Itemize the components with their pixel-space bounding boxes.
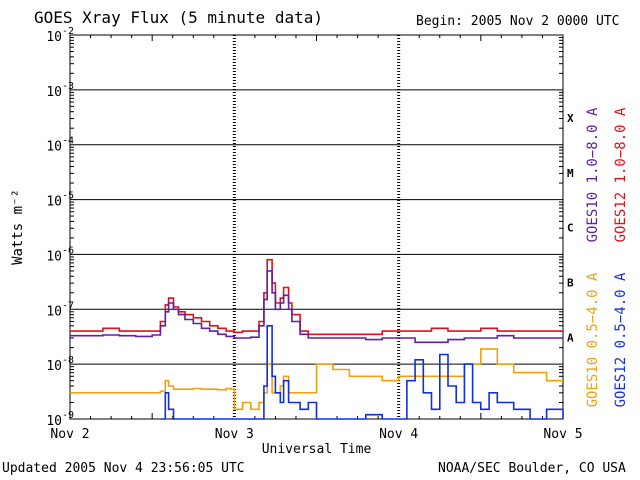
legend-entry: GOES12 1.0−8.0 A xyxy=(613,107,629,242)
y-tick-label: 10 xyxy=(46,195,62,210)
x-tick-label: Nov 2 xyxy=(50,427,89,442)
x-tick-label: Nov 5 xyxy=(543,427,582,442)
series-line xyxy=(70,258,563,336)
y-tick-label: 10 xyxy=(46,304,62,319)
updated-timestamp: Updated 2005 Nov 4 23:56:05 UTC xyxy=(2,461,245,476)
y-tick-exponent: -9 xyxy=(62,410,74,421)
series-line xyxy=(160,325,564,420)
flare-class-label: M xyxy=(567,167,574,180)
legend-entry: GOES12 0.5−4.0 A xyxy=(613,272,629,407)
y-tick-label: 10 xyxy=(46,359,62,374)
flare-class-label: X xyxy=(567,112,574,125)
y-tick-exponent: -6 xyxy=(62,245,74,256)
legend-entry: GOES10 0.5−4.0 A xyxy=(585,272,601,407)
y-tick-label: 10 xyxy=(46,414,62,429)
y-tick-exponent: -7 xyxy=(62,300,74,311)
y-tick-exponent: -5 xyxy=(62,191,74,202)
y-tick-label: 10 xyxy=(46,249,62,264)
y-tick-exponent: -2 xyxy=(62,26,74,37)
plot-frame xyxy=(69,34,564,420)
x-tick-label: Nov 4 xyxy=(379,427,418,442)
y-tick-label: 10 xyxy=(46,85,62,100)
y-tick-exponent: -8 xyxy=(62,355,74,366)
y-tick-label: 10 xyxy=(46,140,62,155)
flare-class-label: C xyxy=(567,222,574,235)
flare-class-label: B xyxy=(567,277,574,290)
x-tick-label: Nov 3 xyxy=(215,427,254,442)
chart-title: GOES Xray Flux (5 minute data) xyxy=(34,8,323,27)
y-tick-label: 10 xyxy=(46,30,62,45)
y-tick-exponent: -4 xyxy=(62,136,74,147)
begin-date: Begin: 2005 Nov 2 0000 UTC xyxy=(416,14,620,29)
legend-entry: GOES10 1.0−8.0 A xyxy=(585,107,601,242)
series-line xyxy=(70,348,563,411)
y-axis-label: Watts m⁻² xyxy=(10,189,26,265)
x-axis-label: Universal Time xyxy=(262,442,372,457)
flare-class-label: A xyxy=(567,331,574,344)
y-tick-exponent: -3 xyxy=(62,81,74,92)
series-line xyxy=(70,270,563,344)
data-source: NOAA/SEC Boulder, CO USA xyxy=(438,461,626,476)
